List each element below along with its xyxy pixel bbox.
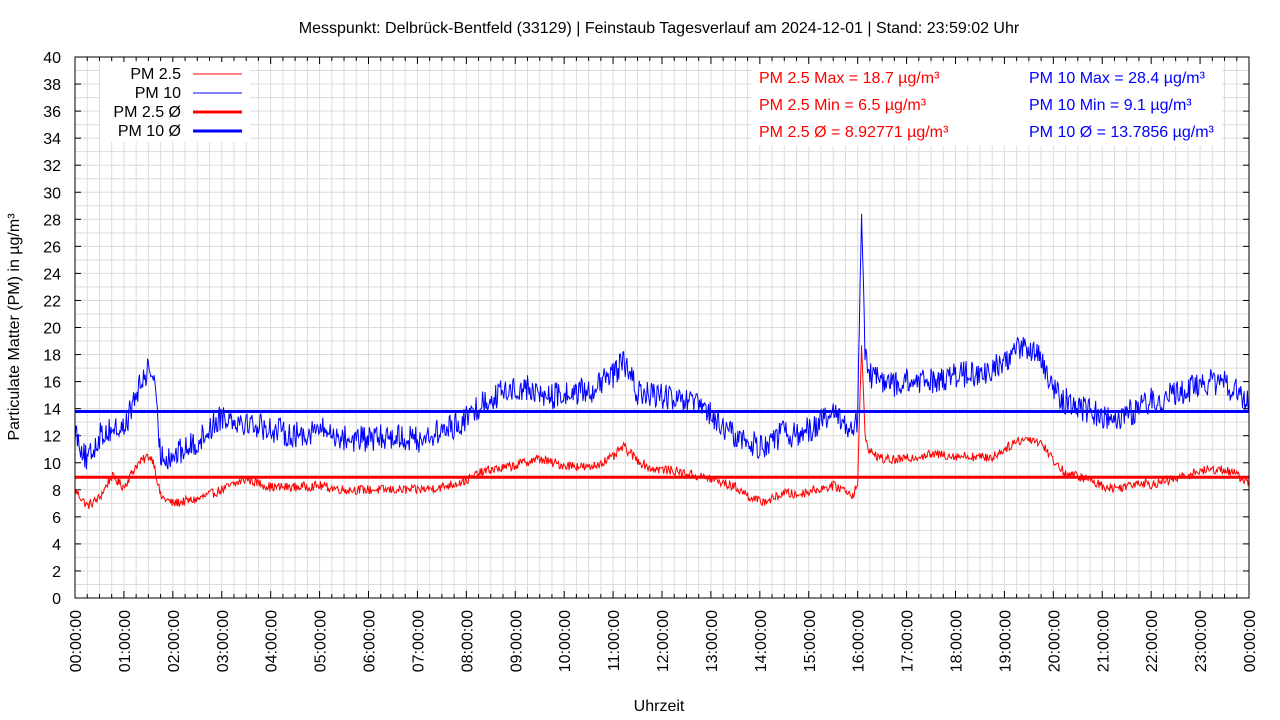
y-tick-label: 22 [43, 293, 61, 310]
x-tick-label: 08:00:00 [459, 610, 476, 672]
x-tick-label: 22:00:00 [1144, 610, 1161, 672]
x-tick-label: 09:00:00 [508, 610, 525, 672]
y-tick-label: 16 [43, 375, 61, 392]
annotation-pm10-avg: PM 10 Ø = 13.7856 µg/m³ [1029, 124, 1215, 141]
annotation-pm10-min: PM 10 Min = 9.1 µg/m³ [1029, 97, 1192, 114]
x-tick-label: 06:00:00 [362, 610, 379, 672]
x-axis-label: Uhrzeit [634, 698, 685, 715]
y-tick-label: 6 [52, 510, 61, 527]
x-tick-label: 00:00:00 [1242, 610, 1259, 672]
x-tick-label: 05:00:00 [313, 610, 330, 672]
chart-title: Messpunkt: Delbrück-Bentfeld (33129) | F… [299, 20, 1020, 37]
y-tick-label: 2 [52, 564, 61, 581]
y-tick-label: 20 [43, 321, 61, 338]
y-tick-label: 14 [43, 402, 61, 419]
stats-annotations: PM 2.5 Max = 18.7 µg/m³ PM 2.5 Min = 6.5… [752, 64, 1222, 146]
x-tick-label: 11:00:00 [606, 610, 623, 671]
x-tick-label: 16:00:00 [851, 610, 868, 672]
x-tick-label: 20:00:00 [1046, 610, 1063, 672]
x-tick-label: 13:00:00 [704, 610, 721, 672]
x-tick-label: 00:00:00 [68, 610, 85, 672]
x-tick-label: 03:00:00 [215, 610, 232, 672]
y-tick-label: 8 [52, 483, 61, 500]
x-tick-label: 23:00:00 [1193, 610, 1210, 672]
legend: PM 2.5 PM 10 PM 2.5 Ø PM 10 Ø [100, 62, 250, 142]
y-tick-label: 24 [43, 266, 61, 283]
chart-lines [74, 213, 1250, 510]
annotation-pm25-avg: PM 2.5 Ø = 8.92771 µg/m³ [759, 124, 949, 141]
y-tick-label: 0 [52, 591, 61, 608]
y-tick-label: 38 [43, 77, 61, 94]
y-tick-label: 12 [43, 429, 61, 446]
x-tick-label: 10:00:00 [557, 610, 574, 672]
legend-label-pm25-avg: PM 2.5 Ø [113, 104, 181, 121]
legend-label-pm25: PM 2.5 [130, 66, 181, 83]
series-line-pm10 [74, 213, 1250, 470]
x-tick-label: 21:00:00 [1095, 610, 1112, 672]
x-tick-label: 14:00:00 [753, 610, 770, 672]
annotation-pm10-max: PM 10 Max = 28.4 µg/m³ [1029, 70, 1206, 87]
x-tick-label: 17:00:00 [900, 610, 917, 672]
annotation-pm25-max: PM 2.5 Max = 18.7 µg/m³ [759, 70, 940, 87]
y-tick-label: 18 [43, 348, 61, 365]
x-tick-label: 02:00:00 [166, 610, 183, 672]
legend-label-pm10-avg: PM 10 Ø [118, 123, 181, 140]
y-tick-label: 36 [43, 104, 61, 121]
y-tick-label: 30 [43, 185, 61, 202]
y-axis-label: Particulate Matter (PM) in µg/m³ [6, 213, 23, 441]
x-tick-label: 18:00:00 [949, 610, 966, 672]
x-tick-label: 19:00:00 [997, 610, 1014, 672]
x-tick-label: 07:00:00 [410, 610, 427, 672]
series-line-pm25 [74, 345, 1250, 510]
y-tick-label: 34 [43, 131, 61, 148]
chart-ticks: 024681012141618202224262830323436384000:… [43, 50, 1259, 672]
annotation-pm25-min: PM 2.5 Min = 6.5 µg/m³ [759, 97, 927, 114]
plot-frame [74, 56, 1250, 599]
x-tick-label: 04:00:00 [264, 610, 281, 672]
y-tick-label: 26 [43, 239, 61, 256]
legend-label-pm10: PM 10 [135, 85, 181, 102]
x-tick-label: 01:00:00 [117, 610, 134, 672]
x-tick-label: 15:00:00 [802, 610, 819, 672]
y-tick-label: 32 [43, 158, 61, 175]
y-tick-label: 28 [43, 212, 61, 229]
y-tick-label: 4 [52, 537, 61, 554]
y-tick-label: 10 [43, 456, 61, 473]
y-tick-label: 40 [43, 50, 61, 67]
x-tick-label: 12:00:00 [655, 610, 672, 672]
